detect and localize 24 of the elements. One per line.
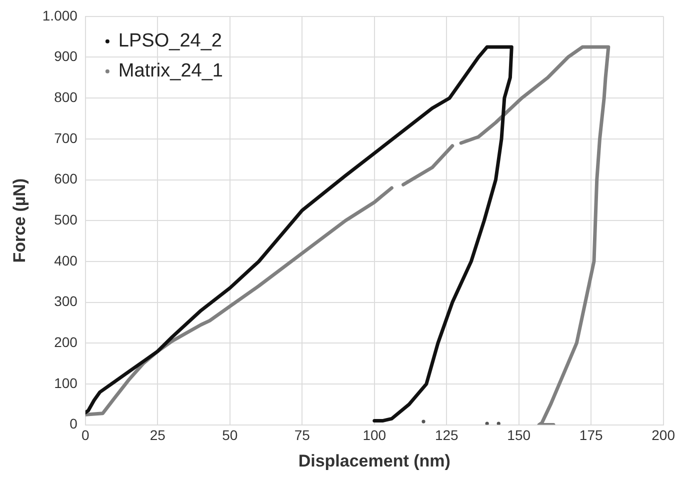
y-tick-label: 500 <box>54 211 78 228</box>
x-tick-label: 50 <box>222 427 238 444</box>
y-tick-label: 100 <box>54 374 78 391</box>
x-tick-label: 200 <box>652 427 676 444</box>
x-tick-label: 75 <box>294 427 310 444</box>
x-tick-label: 25 <box>150 427 166 444</box>
legend-label: LPSO_24_2 <box>118 30 222 52</box>
y-axis-title: Force (µN) <box>10 178 29 263</box>
x-tick-label: 175 <box>579 427 603 444</box>
x-tick-label: 0 <box>82 427 90 444</box>
y-tick-label: 1.000 <box>42 7 78 24</box>
x-tick-label: 100 <box>362 427 386 444</box>
x-tick-label: 125 <box>434 427 459 444</box>
y-tick-label: 900 <box>54 48 78 64</box>
y-tick-label: 400 <box>54 252 78 268</box>
x-tick-label: 150 <box>507 427 531 444</box>
y-tick-label: 700 <box>54 130 78 146</box>
y-tick-label: 600 <box>54 170 78 187</box>
y-tick-label: 800 <box>54 88 78 105</box>
y-tick-label: 200 <box>54 334 78 350</box>
legend-label: Matrix_24_1 <box>118 60 223 82</box>
y-tick-label: 0 <box>70 416 78 432</box>
x-axis-title: Displacement (nm) <box>298 451 450 470</box>
y-tick-label: 300 <box>54 293 78 310</box>
